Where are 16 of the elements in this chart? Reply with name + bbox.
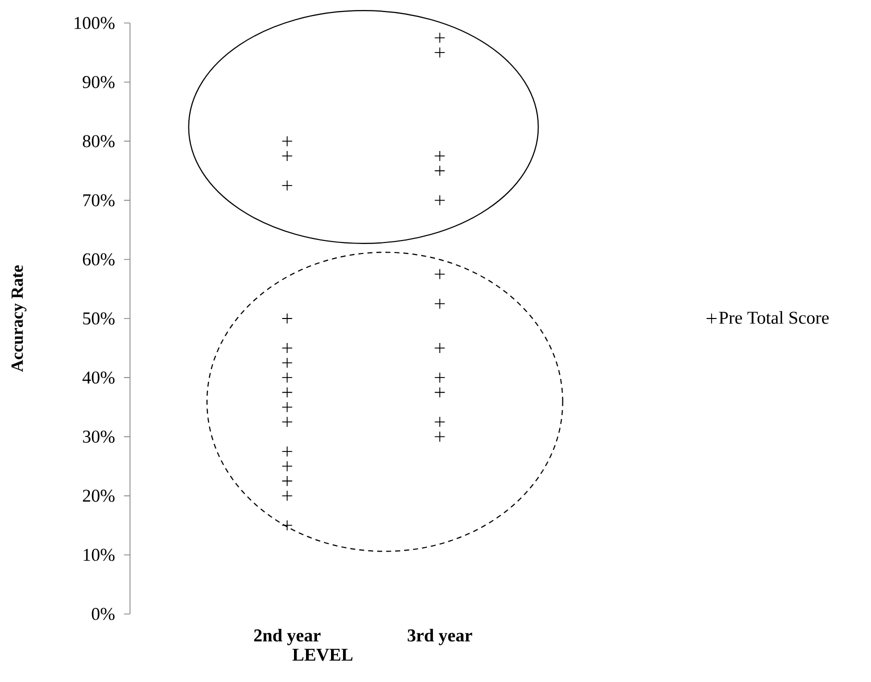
- y-tick-label: 90%: [82, 76, 115, 88]
- y-tick-label: 100%: [74, 16, 115, 30]
- x-axis-title: LEVEL: [292, 648, 352, 661]
- x-tick-label: 2nd year: [254, 628, 321, 646]
- y-tick-label: 40%: [82, 371, 115, 384]
- y-axis-title: Accuracy Rate: [12, 265, 26, 372]
- legend-label: Pre Total Score: [719, 311, 829, 324]
- y-tick-label: 70%: [83, 194, 115, 206]
- x-tick-label: 3rd year: [408, 628, 472, 646]
- y-tick-label: 30%: [83, 430, 115, 443]
- y-tick-label: 60%: [82, 253, 115, 266]
- y-tick-label: 80%: [82, 135, 115, 148]
- y-tick-label: 20%: [82, 490, 115, 502]
- y-tick-label: 0%: [92, 608, 115, 620]
- y-tick-label: 50%: [83, 312, 115, 325]
- y-tick-label: 10%: [84, 548, 115, 561]
